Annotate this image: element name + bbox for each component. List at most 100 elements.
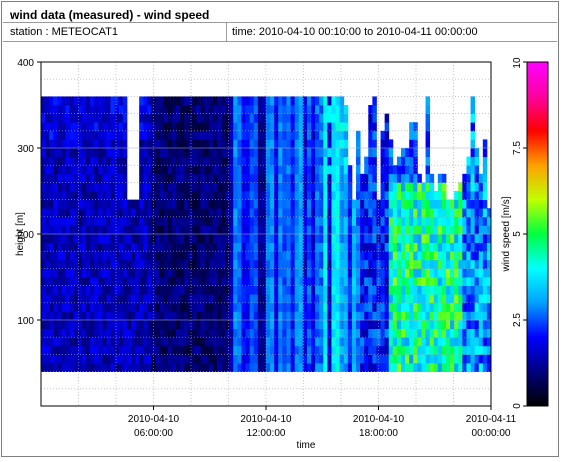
heatmap-cell	[261, 165, 267, 175]
heatmap-cell	[61, 345, 66, 355]
heatmap-cell	[180, 148, 185, 157]
heatmap-cell	[237, 165, 242, 175]
heatmap-cell	[298, 285, 304, 295]
heatmap-cell	[315, 139, 320, 149]
heatmap-cell	[102, 165, 107, 175]
heatmap-cell	[192, 113, 197, 123]
heatmap-cell	[470, 268, 476, 278]
heatmap-cell	[298, 294, 304, 304]
heatmap-cell	[466, 328, 471, 338]
heatmap-cell	[69, 234, 75, 243]
heatmap-cell	[216, 182, 222, 192]
heatmap-cell	[41, 234, 46, 243]
heatmap-cell	[106, 182, 111, 192]
heatmap-cell	[364, 328, 369, 338]
heatmap-cell	[69, 148, 75, 157]
heatmap-cell	[270, 191, 275, 200]
heatmap-cell	[41, 122, 46, 132]
heatmap-cell	[417, 337, 422, 347]
heatmap-cell	[396, 225, 402, 235]
heatmap-cell	[462, 302, 467, 312]
heatmap-cell	[429, 337, 435, 347]
heatmap-cell	[253, 259, 259, 269]
heatmap-cell	[384, 259, 390, 269]
heatmap-cell	[110, 328, 116, 338]
heatmap-cell	[315, 251, 320, 261]
heatmap-cell	[102, 285, 107, 295]
heatmap-cell	[61, 165, 66, 175]
heatmap-cell	[184, 148, 189, 157]
heatmap-cell	[380, 208, 386, 218]
heatmap-cell	[311, 345, 316, 355]
heatmap-cell	[188, 259, 193, 269]
heatmap-cell	[429, 251, 435, 261]
heatmap-cell	[49, 130, 54, 140]
heatmap-cell	[421, 208, 426, 218]
heatmap-cell	[392, 182, 398, 192]
heatmap-cell	[302, 311, 308, 321]
heatmap-cell	[192, 216, 197, 226]
heatmap-cell	[53, 182, 58, 192]
heatmap-cell	[384, 268, 390, 278]
heatmap-cell	[229, 148, 234, 157]
heatmap-cell	[212, 320, 218, 329]
heatmap-cell	[347, 363, 353, 372]
heatmap-cell	[401, 285, 406, 295]
heatmap-cell	[221, 328, 226, 338]
heatmap-cell	[241, 294, 246, 304]
heatmap-cell	[335, 294, 341, 304]
heatmap-cell	[114, 363, 120, 372]
heatmap-cell	[306, 96, 312, 106]
heatmap-cell	[405, 337, 410, 347]
heatmap-cell	[249, 285, 255, 295]
heatmap-cell	[147, 199, 152, 209]
heatmap-cell	[446, 251, 451, 261]
heatmap-cell	[298, 251, 304, 261]
heatmap-cell	[171, 277, 177, 286]
heatmap-cell	[225, 268, 230, 278]
heatmap-cell	[437, 225, 443, 235]
heatmap-cell	[81, 216, 87, 226]
heatmap-cell	[302, 345, 308, 355]
heatmap-cell	[327, 234, 332, 243]
heatmap-cell	[290, 148, 296, 157]
heatmap-cell	[77, 277, 83, 286]
heatmap-cell	[417, 234, 422, 243]
heatmap-cell	[77, 259, 83, 269]
heatmap-cell	[417, 328, 422, 338]
heatmap-cell	[106, 259, 111, 269]
heatmap-cell	[200, 182, 206, 192]
heatmap-cell	[188, 354, 193, 364]
heatmap-cell	[233, 208, 238, 218]
heatmap-cell	[450, 320, 455, 329]
heatmap-cell	[151, 242, 156, 252]
heatmap-cell	[249, 199, 255, 209]
heatmap-cell	[257, 216, 263, 226]
heatmap-cell	[290, 354, 296, 364]
heatmap-cell	[441, 259, 447, 269]
heatmap-cell	[49, 122, 54, 132]
heatmap-cell	[90, 328, 95, 338]
heatmap-cell	[61, 173, 66, 183]
heatmap-cell	[441, 294, 447, 304]
heatmap-cell	[282, 259, 287, 269]
heatmap-cell	[253, 225, 259, 235]
heatmap-cell	[61, 208, 66, 218]
heatmap-cell	[196, 337, 201, 347]
heatmap-cell	[458, 354, 463, 364]
heatmap-cell	[315, 113, 320, 123]
heatmap-cell	[396, 156, 402, 166]
heatmap-cell	[282, 148, 287, 157]
heatmap-cell	[216, 105, 222, 114]
heatmap-cell	[311, 328, 316, 338]
heatmap-cell	[450, 208, 455, 218]
heatmap-cell	[188, 285, 193, 295]
heatmap-cell	[126, 345, 132, 355]
heatmap-cell	[176, 363, 181, 372]
heatmap-cell	[429, 345, 435, 355]
heatmap-cell	[425, 363, 431, 372]
heatmap-cell	[184, 225, 189, 235]
heatmap-cell	[421, 363, 426, 372]
heatmap-cell	[151, 354, 156, 364]
heatmap-cell	[450, 354, 455, 364]
